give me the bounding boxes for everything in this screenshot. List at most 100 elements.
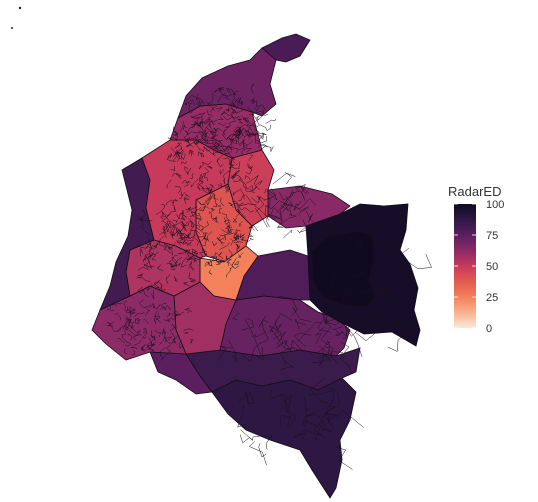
- municipality-border: [210, 146, 219, 156]
- municipality-border: [188, 230, 201, 236]
- municipality-border: [188, 272, 196, 283]
- municipality-border: [234, 260, 239, 266]
- municipality-border: [250, 83, 255, 94]
- municipality-border: [258, 443, 267, 458]
- municipality-border: [176, 172, 182, 179]
- municipality-border: [226, 144, 232, 149]
- municipality-border: [216, 154, 224, 162]
- municipality-border: [208, 119, 218, 122]
- municipality-border: [140, 344, 146, 352]
- municipality-border: [207, 121, 215, 126]
- municipality-border: [197, 98, 203, 107]
- municipality-border: [230, 238, 243, 243]
- municipality-border: [185, 249, 191, 255]
- municipality-border: [206, 138, 214, 145]
- municipality-border: [248, 154, 254, 162]
- municipality-border: [150, 330, 156, 339]
- municipality-border: [186, 254, 196, 260]
- municipality-border: [240, 429, 260, 441]
- municipality-border: [194, 134, 202, 141]
- municipality-border: [201, 247, 207, 252]
- municipality-border: [166, 179, 172, 189]
- municipality-border: [217, 116, 224, 120]
- municipality-border: [313, 417, 334, 439]
- municipality-border: [183, 136, 190, 143]
- municipality-border: [276, 220, 284, 228]
- municipality-border: [152, 304, 161, 310]
- municipality-border: [283, 338, 305, 353]
- municipality-border: [269, 320, 278, 333]
- region-orinoquia-east-inner: [311, 231, 377, 307]
- municipality-border: [225, 227, 230, 233]
- municipality-border: [241, 207, 254, 213]
- municipality-border: [173, 126, 178, 136]
- municipality-border: [160, 204, 166, 212]
- municipality-border: [192, 251, 199, 256]
- municipality-border: [189, 221, 195, 232]
- municipality-border: [171, 257, 178, 263]
- municipality-border: [243, 127, 248, 132]
- municipality-border: [219, 242, 230, 250]
- municipality-border: [255, 195, 266, 213]
- municipality-border: [260, 143, 268, 147]
- municipality-border: [225, 123, 231, 128]
- municipality-border: [126, 306, 133, 312]
- municipality-border: [325, 318, 343, 330]
- municipality-border: [200, 205, 210, 210]
- municipality-border: [242, 342, 261, 362]
- municipality-border: [176, 142, 183, 151]
- municipality-border: [167, 317, 175, 322]
- municipality-border: [341, 319, 353, 340]
- municipality-border: [175, 149, 179, 162]
- colombia-choropleth-map: [91, 33, 421, 499]
- municipality-border: [265, 214, 275, 228]
- municipality-border: [165, 273, 171, 284]
- municipality-border: [164, 304, 172, 311]
- municipality-border: [199, 251, 208, 256]
- municipality-border: [354, 330, 380, 342]
- municipality-border: [257, 133, 265, 139]
- municipality-border: [153, 251, 159, 255]
- municipality-border: [220, 110, 226, 116]
- municipality-border: [217, 122, 228, 126]
- municipality-border: [232, 170, 239, 180]
- municipality-border: [187, 241, 192, 246]
- municipality-border: [171, 200, 175, 206]
- municipality-border: [196, 240, 201, 247]
- municipality-border: [154, 310, 159, 318]
- municipality-border: [256, 347, 264, 360]
- municipality-border: [193, 116, 203, 126]
- municipality-border: [228, 261, 234, 270]
- municipality-border: [279, 359, 294, 371]
- municipality-border: [256, 110, 268, 116]
- municipality-border: [230, 133, 238, 140]
- municipality-border: [230, 174, 235, 179]
- municipality-border: [272, 173, 296, 185]
- municipality-border: [212, 141, 217, 149]
- municipality-border: [230, 88, 236, 98]
- municipality-border: [241, 101, 244, 107]
- municipality-border: [130, 323, 135, 329]
- legend-tick-label: 0: [486, 323, 492, 335]
- municipality-border: [189, 338, 194, 344]
- municipality-border: [199, 178, 204, 185]
- legend-ticks: 100 75 50 25 0: [454, 199, 504, 335]
- municipality-border: [222, 213, 231, 222]
- municipality-border: [387, 330, 410, 352]
- municipality-border: [322, 350, 343, 363]
- municipality-border: [244, 117, 249, 128]
- municipality-border: [207, 93, 214, 106]
- municipality-border: [244, 318, 262, 356]
- legend-tick-label: 50: [486, 261, 498, 273]
- municipality-border: [181, 153, 184, 160]
- municipality-border: [298, 206, 309, 216]
- municipality-border: [226, 87, 231, 94]
- municipality-border: [176, 240, 183, 247]
- municipality-border: [174, 227, 179, 235]
- municipality-border: [304, 396, 308, 428]
- municipality-border: [258, 315, 269, 328]
- municipality-border: [293, 429, 306, 438]
- municipality-border: [150, 337, 156, 346]
- municipality-border: [239, 434, 253, 444]
